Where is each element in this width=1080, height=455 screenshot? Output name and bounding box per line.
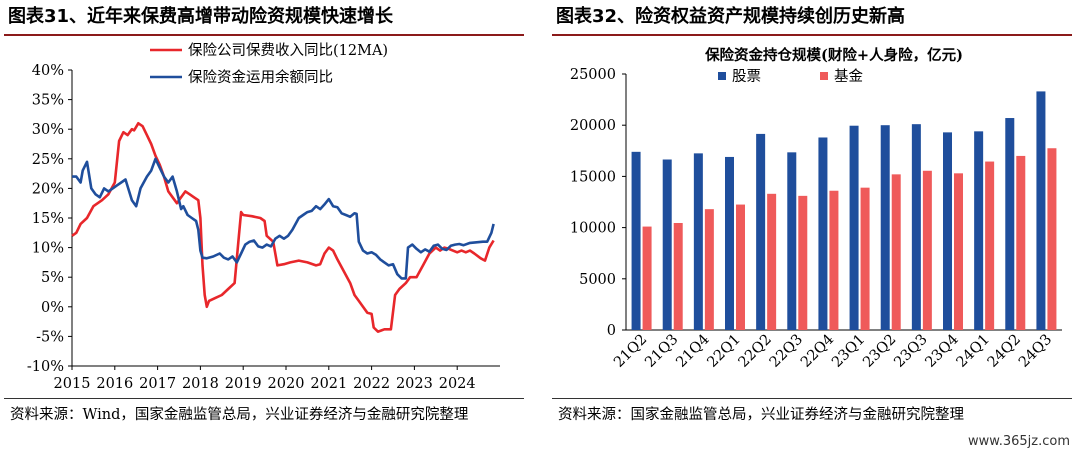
- left-figure-title: 图表31、近年来保费高增带动险资规模快速增长: [8, 6, 394, 27]
- y-tick-label: 10000: [570, 221, 616, 237]
- line-chart: 40% 35% 30% 25% 20% 15% 10% 5% 0% -5% -10%2015 2016…: [27, 42, 500, 392]
- y-tick-label: 15000: [570, 169, 616, 185]
- right-source-note: 资料来源：国家金融监管总局，兴业证券经济与金融研究院整理: [558, 407, 964, 423]
- bar-fund: [798, 195, 808, 330]
- x-tick-label: 2021: [310, 376, 347, 392]
- x-tick-label: 23Q4: [923, 332, 962, 371]
- left-source-note: 资料来源：Wind，国家金融监管总局，兴业证券经济与金融研究院整理: [10, 407, 469, 423]
- bar-fund: [829, 190, 839, 330]
- bar-stock: [662, 159, 672, 330]
- bar-stock: [849, 125, 859, 330]
- bar-chart: 保险资金持仓规模(财险+人身险，亿元) 25000 20000 15000 10000 5…: [570, 46, 1062, 371]
- bar-stock: [1036, 91, 1046, 330]
- x-tick-label: 24Q2: [985, 332, 1024, 371]
- bar-fund: [922, 170, 932, 330]
- bar-fund: [954, 173, 963, 330]
- legend-label: 股票: [732, 69, 761, 85]
- y-tick-label: 30%: [32, 122, 64, 138]
- x-tick-label: 22Q4: [798, 332, 837, 371]
- bar-stock: [818, 137, 828, 330]
- y-tick-label: 20%: [32, 181, 64, 197]
- right-title-divider: [552, 34, 1072, 36]
- x-tick-label: 21Q2: [611, 332, 650, 371]
- y-tick-label: 40%: [32, 63, 64, 79]
- left-source-divider: [4, 398, 524, 399]
- bar-fund: [642, 226, 652, 330]
- x-tick-label: 2019: [225, 376, 262, 392]
- x-tick-label: 22Q2: [736, 332, 775, 371]
- y-tick-label: 15%: [32, 211, 64, 227]
- x-tick-label: 23Q2: [860, 332, 899, 371]
- legend-label: 保险公司保费收入同比(12MA): [188, 42, 388, 59]
- x-tick-label: 23Q3: [891, 332, 930, 371]
- x-tick-label: 21Q3: [642, 332, 681, 371]
- bar-fund: [736, 204, 745, 330]
- y-tick-label: -5%: [36, 329, 64, 345]
- bar-stock: [787, 152, 797, 330]
- bar-stock: [725, 156, 734, 330]
- x-tick-label: 2017: [139, 376, 176, 392]
- right-figure-title: 图表32、险资权益资产规模持续创历史新高: [556, 6, 906, 27]
- bar-stock: [880, 125, 890, 330]
- x-tick-label: 21Q4: [673, 332, 712, 371]
- right-figure-panel: 图表32、险资权益资产规模持续创历史新高 保险资金持仓规模(财险+人身险，亿元)…: [548, 0, 1080, 455]
- y-tick-label: 35%: [32, 93, 64, 109]
- y-tick-label: 25%: [32, 152, 64, 168]
- x-tick-label: 22Q1: [705, 332, 744, 371]
- bar-fund: [891, 174, 901, 330]
- y-tick-label: 0: [607, 323, 616, 339]
- y-tick-label: 25000: [570, 67, 616, 83]
- y-tick-label: 5%: [41, 270, 64, 286]
- y-tick-label: 20000: [570, 118, 616, 134]
- bar-stock: [911, 124, 921, 331]
- bar-stock: [631, 151, 641, 330]
- x-tick-label: 2016: [96, 376, 133, 392]
- x-tick-label: 2020: [268, 376, 305, 392]
- x-tick-label: 2015: [54, 376, 91, 392]
- bar-fund: [860, 187, 870, 330]
- x-tick-label: 2023: [396, 376, 433, 392]
- bar-fund: [1016, 155, 1026, 330]
- y-tick-label: 5000: [579, 272, 616, 288]
- bar-fund: [1047, 148, 1057, 330]
- legend-swatch: [820, 72, 828, 80]
- left-title-divider: [4, 34, 524, 36]
- y-tick-label: -10%: [27, 359, 64, 375]
- y-tick-label: 0%: [41, 300, 64, 316]
- left-figure-panel: 图表31、近年来保费高增带动险资规模快速增长 40% 35% 30% 25% 20% 15…: [0, 0, 532, 455]
- chart-title: 保险资金持仓规模(财险+人身险，亿元): [704, 46, 963, 64]
- legend-label: 保险资金运用余额同比: [188, 68, 333, 86]
- watermark-text: www.365jz.com: [968, 434, 1070, 449]
- bar-stock: [1005, 118, 1015, 330]
- x-tick-label: 22Q3: [767, 332, 806, 371]
- bar-fund: [767, 193, 777, 330]
- series-line-2: [72, 157, 495, 280]
- bar-stock: [756, 133, 766, 330]
- bar-fund: [673, 222, 683, 330]
- legend-label: 基金: [834, 68, 863, 85]
- x-tick-label: 2018: [182, 376, 219, 392]
- legend-swatch: [718, 72, 726, 80]
- x-tick-label: 2024: [439, 376, 476, 392]
- bar-stock: [943, 132, 952, 330]
- bar-stock: [693, 153, 703, 330]
- series-line-1: [71, 122, 495, 333]
- right-source-divider: [552, 398, 1072, 399]
- x-tick-label: 24Q1: [954, 332, 993, 371]
- x-tick-label: 2022: [353, 376, 390, 392]
- x-tick-label: 23Q1: [829, 332, 868, 371]
- y-tick-label: 10%: [32, 241, 64, 257]
- bar-fund: [985, 161, 995, 330]
- x-tick-label: 24Q3: [1016, 332, 1055, 371]
- bar-stock: [974, 131, 984, 330]
- bar-fund: [704, 209, 714, 330]
